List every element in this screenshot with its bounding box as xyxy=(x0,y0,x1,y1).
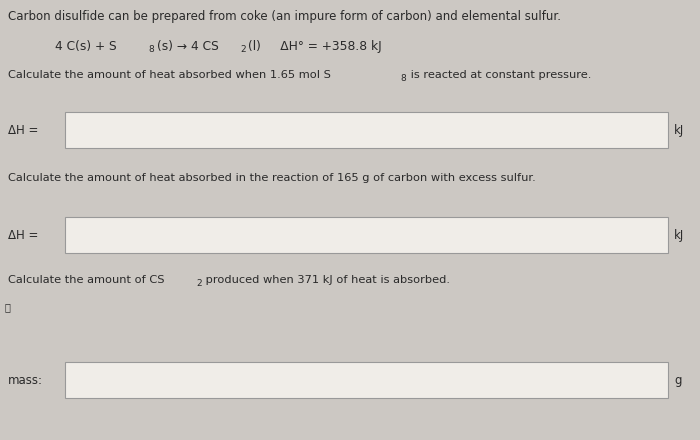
FancyBboxPatch shape xyxy=(65,217,668,253)
Text: ΔH =: ΔH = xyxy=(8,229,38,242)
Text: Calculate the amount of heat absorbed when 1.65 mol S: Calculate the amount of heat absorbed wh… xyxy=(8,70,331,80)
Text: 4 C(s) + S: 4 C(s) + S xyxy=(55,40,117,53)
Text: 2: 2 xyxy=(240,45,246,54)
Text: 2: 2 xyxy=(196,279,202,288)
Text: kJ: kJ xyxy=(674,229,685,242)
Text: 8: 8 xyxy=(148,45,154,54)
Text: (l)     ΔH° = +358.8 kJ: (l) ΔH° = +358.8 kJ xyxy=(248,40,382,53)
Text: is reacted at constant pressure.: is reacted at constant pressure. xyxy=(407,70,592,80)
Text: kJ: kJ xyxy=(674,124,685,137)
Text: Calculate the amount of heat absorbed in the reaction of 165 g of carbon with ex: Calculate the amount of heat absorbed in… xyxy=(8,173,536,183)
Text: ΔH =: ΔH = xyxy=(8,124,38,137)
Text: Carbon disulfide can be prepared from coke (an impure form of carbon) and elemen: Carbon disulfide can be prepared from co… xyxy=(8,10,561,23)
FancyBboxPatch shape xyxy=(65,112,668,148)
Text: produced when 371 kJ of heat is absorbed.: produced when 371 kJ of heat is absorbed… xyxy=(202,275,450,285)
Text: ⮞: ⮞ xyxy=(5,302,11,312)
Text: mass:: mass: xyxy=(8,374,43,387)
Text: Calculate the amount of CS: Calculate the amount of CS xyxy=(8,275,164,285)
Text: 8: 8 xyxy=(400,74,406,83)
FancyBboxPatch shape xyxy=(65,362,668,398)
Text: g: g xyxy=(674,374,682,387)
Text: (s) → 4 CS: (s) → 4 CS xyxy=(157,40,218,53)
